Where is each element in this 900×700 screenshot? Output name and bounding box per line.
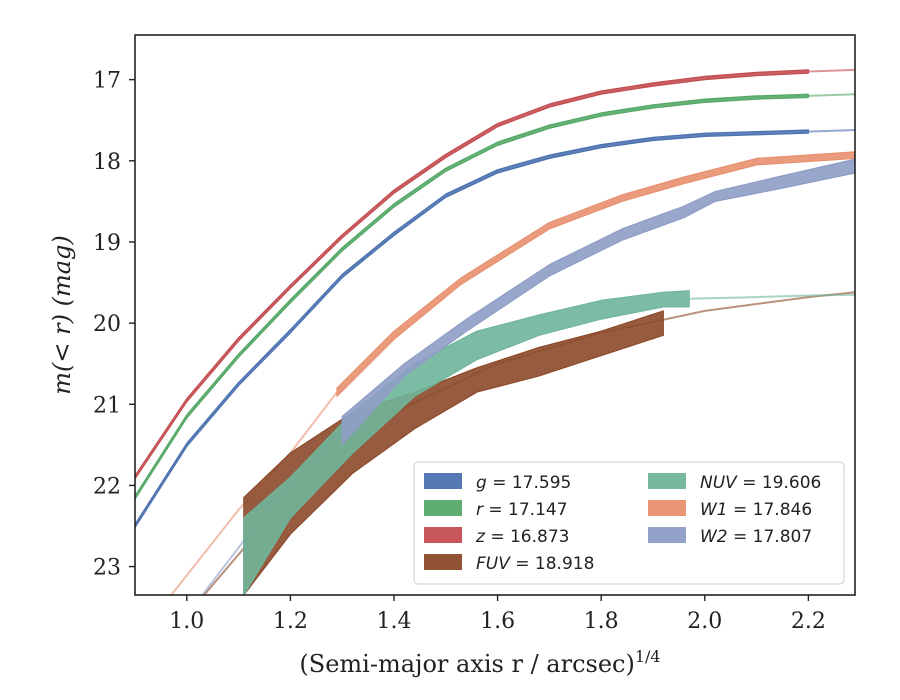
x-axis-label: (Semi-major axis r / arcsec)1/4 — [299, 647, 660, 678]
legend-swatch-fuv — [424, 554, 462, 570]
model-curve-z — [808, 68, 855, 73]
y-tick-label: 21 — [93, 393, 121, 418]
x-axis-label-text: (Semi-major axis r / arcsec) — [299, 650, 634, 678]
series-layer — [135, 68, 855, 595]
x-tick-label: 1.8 — [584, 609, 619, 634]
x-tick-label: 2.2 — [791, 609, 826, 634]
legend-label-r: r = 17.147 — [476, 500, 568, 520]
model-curve-r — [808, 93, 855, 97]
legend-label-nuv: NUV = 19.606 — [700, 473, 821, 493]
y-tick-label: 22 — [93, 474, 121, 499]
legend-swatch-w2 — [648, 527, 686, 543]
y-tick-label: 18 — [93, 150, 121, 175]
x-tick-label: 2.0 — [687, 609, 722, 634]
plot-frame — [134, 34, 856, 596]
y-tick-label: 23 — [93, 556, 121, 581]
band-w1 — [336, 151, 855, 397]
legend-label-w1: W1 = 17.846 — [700, 500, 812, 520]
x-tick-label: 1.0 — [169, 609, 204, 634]
legend-swatch-w1 — [648, 500, 686, 516]
legend-label-g: g = 17.595 — [476, 473, 571, 493]
legend-label-w2: W2 = 17.807 — [700, 527, 812, 547]
band-w2 — [341, 158, 855, 446]
band-z — [135, 69, 809, 480]
legend-swatch-z — [424, 527, 462, 543]
legend-frame — [413, 461, 845, 585]
legend: g = 17.595 r = 17.147 z = 16.873 FUV = 18.9… — [413, 461, 845, 585]
legend-label-fuv: FUV = 18.918 — [476, 554, 594, 574]
y-tick-label: 19 — [93, 231, 121, 256]
x-tick-label: 1.2 — [273, 609, 308, 634]
legend-label-z: z = 16.873 — [475, 527, 569, 547]
ticks-layer: 1.0 1.2 1.4 1.6 1.8 2.0 2.2 17 18 19 20 21 22 23 — [93, 69, 826, 634]
model-curve-nuv — [689, 293, 855, 300]
band-r — [135, 93, 809, 500]
legend-swatch-g — [424, 473, 462, 489]
x-tick-label: 1.4 — [376, 609, 411, 634]
y-tick-label: 20 — [93, 312, 121, 337]
legend-swatch-nuv — [648, 473, 686, 489]
x-tick-label: 1.6 — [480, 609, 515, 634]
legend-swatch-r — [424, 500, 462, 516]
model-curve-g — [808, 129, 855, 133]
y-tick-label: 17 — [93, 69, 121, 94]
y-axis-label: m(< r) (mag) — [48, 235, 76, 394]
x-axis-label-exponent: 1/4 — [635, 647, 661, 666]
band-g — [135, 129, 809, 529]
